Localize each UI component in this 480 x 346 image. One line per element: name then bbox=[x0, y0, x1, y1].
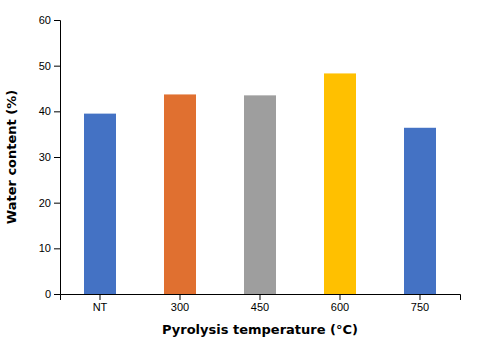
y-tick-label: 10 bbox=[39, 242, 51, 254]
x-tick: 600 bbox=[331, 294, 349, 313]
y-axis-line bbox=[54, 21, 61, 295]
x-tick-mark bbox=[260, 294, 261, 300]
y-tick-label: 30 bbox=[39, 151, 51, 163]
y-tick-label: 0 bbox=[45, 288, 51, 300]
y-tick-mark bbox=[54, 111, 60, 112]
x-tick-mark bbox=[100, 294, 101, 300]
y-tick-mark bbox=[54, 294, 60, 295]
y-tick-label: 20 bbox=[39, 197, 51, 209]
y-tick: 40 bbox=[39, 105, 60, 117]
bar bbox=[244, 95, 276, 294]
bar bbox=[84, 114, 116, 294]
x-axis-title: Pyrolysis temperature (°C) bbox=[162, 322, 358, 337]
x-tick-mark bbox=[180, 294, 181, 300]
y-axis: 0 10 20 30 40 50 60 bbox=[39, 14, 61, 300]
x-tick-label: 750 bbox=[411, 301, 429, 313]
x-tick: NT bbox=[93, 294, 108, 313]
y-tick-mark bbox=[54, 20, 60, 21]
plot: NT 300 450 600 750 0 10 20 30 40 50 60 bbox=[39, 14, 461, 313]
x-tick-label: 450 bbox=[251, 301, 269, 313]
bar bbox=[164, 94, 196, 294]
x-tick-mark bbox=[340, 294, 341, 300]
y-tick-mark bbox=[54, 66, 60, 67]
y-tick-mark bbox=[54, 157, 60, 158]
x-axis: NT 300 450 600 750 bbox=[61, 294, 461, 313]
x-tick-label: 300 bbox=[171, 301, 189, 313]
x-tick: 300 bbox=[171, 294, 189, 313]
y-axis-title: Water content (%) bbox=[4, 90, 19, 224]
x-tick: 450 bbox=[251, 294, 269, 313]
bar bbox=[324, 73, 356, 294]
x-tick-mark bbox=[420, 294, 421, 300]
y-tick-label: 40 bbox=[39, 105, 51, 117]
y-tick: 50 bbox=[39, 60, 60, 72]
y-tick: 30 bbox=[39, 151, 60, 163]
y-tick-label: 50 bbox=[39, 60, 51, 72]
bar bbox=[404, 128, 436, 294]
y-tick: 60 bbox=[39, 14, 60, 26]
y-tick-mark bbox=[54, 248, 60, 249]
y-tick-label: 60 bbox=[39, 14, 51, 26]
y-tick-mark bbox=[54, 203, 60, 204]
y-tick: 10 bbox=[39, 242, 60, 254]
x-tick-label: NT bbox=[93, 301, 108, 313]
y-tick: 20 bbox=[39, 197, 60, 209]
chart-svg: NT 300 450 600 750 0 10 20 30 40 50 60 Pyrolysis tem… bbox=[0, 0, 480, 346]
bars bbox=[84, 73, 436, 294]
x-tick: 750 bbox=[411, 294, 429, 313]
y-tick: 0 bbox=[45, 288, 60, 300]
x-tick-label: 600 bbox=[331, 301, 349, 313]
x-axis-line bbox=[61, 295, 461, 301]
